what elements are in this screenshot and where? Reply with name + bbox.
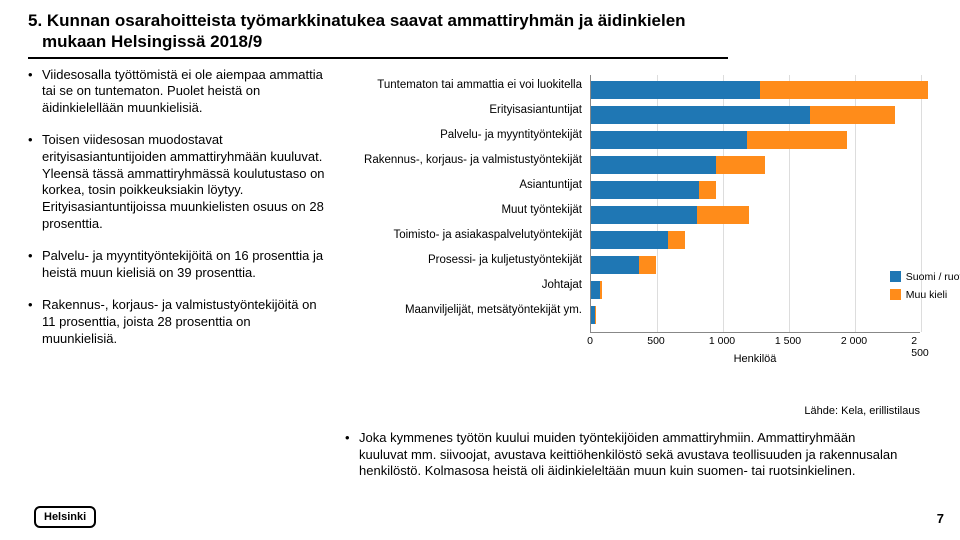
bar-segment: [591, 181, 699, 199]
bar-segment: [591, 131, 747, 149]
bullet-text: Rakennus-, korjaus- ja valmistustyönteki…: [42, 297, 328, 347]
bullet-dot: •: [345, 430, 359, 480]
bar-segment: [591, 256, 639, 274]
legend-item: Suomi / ruotsi: [890, 271, 960, 283]
bullet-text: Toisen viidesosan muodostavat erityisasi…: [42, 132, 328, 232]
category-label: Muut työntekijät: [340, 204, 582, 217]
bar-row: [591, 231, 920, 249]
bar-segment: [591, 231, 668, 249]
bullet-dot: •: [28, 297, 42, 347]
bullet-text: Palvelu- ja myyntityöntekijöitä on 16 pr…: [42, 248, 328, 281]
x-axis-title: Henkilöä: [734, 353, 777, 365]
bullet-list: •Viidesosalla työttömistä ei ole aiempaa…: [28, 67, 328, 348]
bar-row: [591, 156, 920, 174]
bullet-item: •Rakennus-, korjaus- ja valmistustyöntek…: [28, 297, 328, 347]
bullet-dot: •: [28, 132, 42, 232]
bar-row: [591, 181, 920, 199]
bar-segment: [591, 106, 810, 124]
category-label: Palvelu- ja myyntityöntekijät: [340, 129, 582, 142]
category-label: Johtajat: [340, 279, 582, 292]
bar-segment: [747, 131, 847, 149]
bar-segment: [716, 156, 765, 174]
bar-segment: [591, 206, 697, 224]
x-tick-label: 0: [587, 335, 593, 347]
x-tick-label: 2 000: [841, 335, 867, 347]
bar-segment: [591, 281, 600, 299]
bar-segment: [697, 206, 750, 224]
bullet-item: •Toisen viidesosan muodostavat erityisas…: [28, 132, 328, 232]
bar-segment: [760, 81, 928, 99]
bar-row: [591, 256, 920, 274]
bar-chart: Suomi / ruotsiMuu kieli 05001 0001 5002 …: [340, 71, 930, 391]
x-tick-label: 1 000: [709, 335, 735, 347]
bullet-item: •Palvelu- ja myyntityöntekijöitä on 16 p…: [28, 248, 328, 281]
bar-segment: [595, 306, 596, 324]
bar-row: [591, 106, 920, 124]
bar-segment: [668, 231, 685, 249]
x-tick-label: 2 500: [911, 335, 929, 359]
bullet-dot: •: [28, 67, 42, 117]
category-label: Erityisasiantuntijat: [340, 104, 582, 117]
bar-segment: [699, 181, 716, 199]
source-label: Lähde: Kela, erillistilaus: [804, 405, 920, 417]
legend-item: Muu kieli: [890, 289, 960, 301]
page-title: 5. Kunnan osarahoitteista työmarkkinatuk…: [28, 10, 728, 59]
bar-segment: [591, 81, 760, 99]
legend-label: Suomi / ruotsi: [906, 271, 960, 283]
bar-segment: [591, 156, 716, 174]
bar-segment: [600, 281, 601, 299]
bar-segment: [639, 256, 656, 274]
bar-row: [591, 131, 920, 149]
bullet-dot: •: [28, 248, 42, 281]
bar-segment: [810, 106, 894, 124]
x-tick-label: 500: [647, 335, 665, 347]
bar-row: [591, 281, 920, 299]
category-label: Prosessi- ja kuljetustyöntekijät: [340, 254, 582, 267]
chart-plot-area: [590, 75, 920, 333]
bar-row: [591, 206, 920, 224]
category-label: Rakennus-, korjaus- ja valmistustyönteki…: [340, 154, 582, 167]
bottom-bullet: • Joka kymmenes työtön kuului muiden työ…: [345, 430, 905, 480]
category-label: Maanviljelijät, metsätyöntekijät ym.: [340, 304, 582, 317]
bottom-bullet-text: Joka kymmenes työtön kuului muiden työnt…: [359, 430, 905, 480]
bullet-text: Viidesosalla työttömistä ei ole aiempaa …: [42, 67, 328, 117]
bar-row: [591, 81, 920, 99]
bullet-item: •Viidesosalla työttömistä ei ole aiempaa…: [28, 67, 328, 117]
chart-legend: Suomi / ruotsi Muu kieli: [890, 271, 960, 307]
legend-swatch: [890, 289, 901, 300]
category-label: Toimisto- ja asiakaspalvelutyöntekijät: [340, 229, 582, 242]
category-label: Asiantuntijat: [340, 179, 582, 192]
bar-row: [591, 306, 920, 324]
page-number: 7: [937, 511, 944, 526]
legend-swatch: [890, 271, 901, 282]
category-label: Tuntematon tai ammattia ei voi luokitell…: [340, 79, 582, 92]
x-tick-label: 1 500: [775, 335, 801, 347]
helsinki-logo: Helsinki: [34, 506, 96, 528]
legend-label: Muu kieli: [906, 289, 947, 301]
